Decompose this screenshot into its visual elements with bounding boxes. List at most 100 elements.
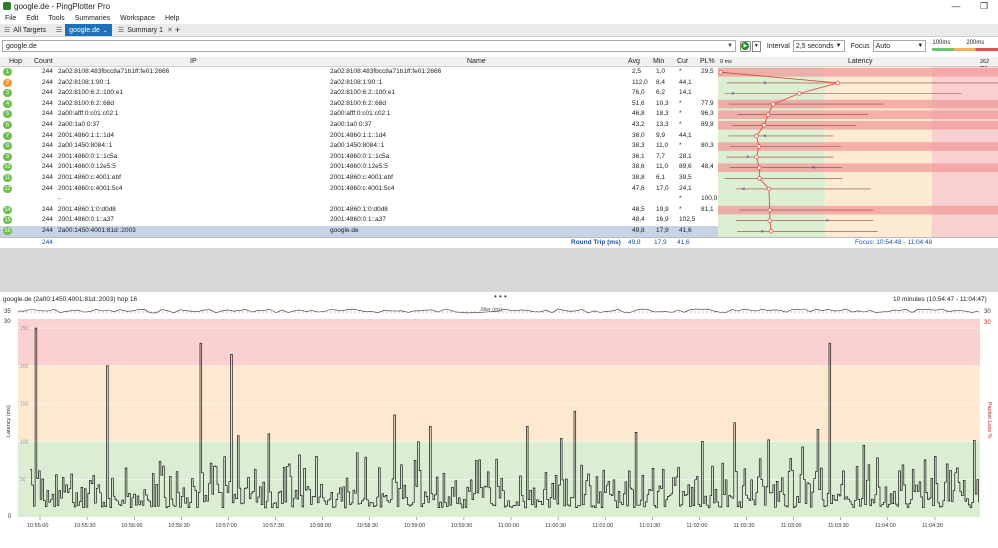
cell-min: 9,9: [656, 131, 666, 139]
cell-name: 2a00:afff:0:c01:c02:1: [330, 110, 391, 118]
interval-select[interactable]: 2,5 seconds ▼: [792, 40, 845, 52]
cell-count: 244: [42, 152, 53, 160]
rt-min: 17,9: [654, 239, 667, 246]
table-row[interactable]: 3 244 2a02:8100:6:2::100:e1 2a02:8100:6:2::…: [0, 88, 998, 99]
current-latency-mark: ×: [812, 166, 816, 172]
cell-cur: 44,1: [679, 131, 692, 139]
cell-pl: 89,8: [701, 121, 714, 128]
trace-grid-header: Hop Count IP Name Avg Min Cur PL% 0 ms L…: [0, 57, 998, 71]
menu-tools[interactable]: Tools: [48, 14, 65, 22]
current-latency-mark: ×: [760, 229, 764, 235]
tab-summary[interactable]: ☰ Summary 1 ✕ +: [114, 24, 184, 36]
chevron-down-icon[interactable]: ⌄: [102, 27, 108, 34]
avg-latency-point: [835, 80, 840, 86]
chevron-down-icon[interactable]: ▼: [727, 43, 733, 49]
cell-count: 244: [42, 99, 53, 107]
menu-edit[interactable]: Edit: [26, 14, 39, 22]
hop-badge: 5: [3, 110, 12, 119]
scale-min: 0 ms: [720, 59, 732, 65]
col-cur[interactable]: Cur: [677, 58, 689, 65]
table-row[interactable]: - * 100,0: [0, 194, 998, 205]
start-trace-button[interactable]: ▶: [739, 40, 751, 52]
splitter-handle[interactable]: • • •: [494, 292, 507, 301]
menu-summaries[interactable]: Summaries: [74, 14, 111, 22]
latency-time-graph: 250 200 150 100 50 30 0 30 Latency (ms) Packet Lo…: [4, 319, 992, 529]
table-row[interactable]: 14 244 2001:4860:1:0:d0d8 2001:4860:1:0:d0d…: [0, 205, 998, 216]
cell-ip: 2a00:1450:8084::1: [58, 142, 113, 150]
col-hop[interactable]: Hop: [9, 58, 22, 65]
menu-workspace[interactable]: Workspace: [120, 14, 155, 22]
table-row[interactable]: 1 244 2a02:8108:483fbcc8a71b1ff:fe01:2666 2…: [0, 67, 998, 78]
cell-cur: 24,1: [679, 184, 692, 192]
cell-min: 17,9: [656, 227, 669, 234]
y-right-top: 30: [984, 320, 991, 326]
tab-all-targets[interactable]: ☰ All Targets: [0, 24, 50, 36]
hop-badge: 8: [3, 142, 12, 151]
table-row[interactable]: 11 244 2001:4860:c:4001:ebf 2001:4860:c:400…: [0, 173, 998, 184]
maximize-button[interactable]: ❐: [979, 0, 989, 11]
table-row[interactable]: 5 244 2a00:afff:0:c01:c02:1 2a00:afff:0:c01…: [0, 109, 998, 120]
trace-options-dropdown[interactable]: ▼: [751, 40, 761, 52]
cell-cur: 44,1: [679, 78, 692, 86]
table-row[interactable]: 7 244 2001:4860:1:1::1d4 2001:4860:1:1::1d4…: [0, 131, 998, 142]
y-left-top: 30: [4, 319, 11, 325]
cell-ip: 2001:4860:1:1::1d4: [58, 131, 115, 139]
chevron-down-icon: ▼: [917, 43, 924, 49]
cell-count: 244: [42, 142, 53, 150]
table-row[interactable]: 9 244 2001:4860:0:1::1c5a 2001:4860:0:1::1c…: [0, 152, 998, 163]
col-pl[interactable]: PL%: [700, 58, 715, 65]
table-row[interactable]: 8 244 2a00:1450:8084::1 2a00:1450:8084::1 38…: [0, 141, 998, 152]
hop-badge: 12: [3, 184, 12, 193]
col-name[interactable]: Name: [467, 58, 486, 65]
col-min[interactable]: Min: [653, 58, 665, 65]
hop-badge: 6: [3, 121, 12, 129]
tab-label: All Targets: [13, 26, 46, 34]
add-tab-button[interactable]: +: [174, 25, 181, 35]
focus-select[interactable]: Auto ▼: [872, 40, 927, 52]
current-latency-mark: ×: [742, 187, 746, 193]
table-row[interactable]: 4 244 2a02:8100:6:2::68d 2a02:8100:6:2::68d…: [0, 99, 998, 110]
avg-latency-point: [766, 186, 772, 192]
minimize-button[interactable]: —: [951, 0, 961, 11]
target-input-value: google.de: [6, 42, 37, 50]
x-tick-label: 11:01:00: [592, 523, 613, 529]
cell-count: 244: [42, 163, 53, 171]
menu-help[interactable]: Help: [164, 14, 180, 22]
col-ip[interactable]: IP: [190, 58, 197, 65]
cell-ip: 2a02:8108:483fbcc8a71b1ff:fe01:2666: [58, 68, 170, 75]
cell-min: 6,2: [656, 89, 666, 97]
close-icon[interactable]: ✕: [167, 27, 173, 34]
table-row[interactable]: 2 244 2a02:8108:1:90::1 2a02:8108:1:90::1 11…: [0, 78, 998, 89]
table-row[interactable]: 16 244 2a00:1450:4001:81d::2003 google.de 49…: [0, 226, 998, 237]
window-title: google.de - PingPlotter Pro: [14, 1, 111, 11]
y-tick-label: 250: [20, 326, 29, 332]
cell-avg: 48,4: [632, 216, 645, 224]
table-row[interactable]: 6 244 2a00:1a0:0:37 2a00:1a0:0:37 43,2 13,3 * 8…: [0, 120, 998, 131]
cell-cur: 102,5: [679, 216, 696, 224]
table-row[interactable]: 12 244 2001:4860:c:4001:5c4 2001:4860:c:400…: [0, 184, 998, 195]
cell-min: 19,9: [656, 205, 669, 213]
cell-ip: 2001:4860:0:1::1c5a: [58, 152, 118, 160]
cell-min: 13,3: [656, 121, 669, 128]
x-tick-label: 10:59:00: [404, 523, 425, 529]
y-tick-label: 50: [20, 477, 26, 483]
col-count[interactable]: Count: [34, 58, 53, 65]
x-tick-label: 11:03:30: [828, 523, 849, 529]
col-latency[interactable]: Latency: [848, 58, 873, 65]
y-tick-label: 100: [20, 439, 29, 445]
target-input[interactable]: google.de ▼: [2, 40, 736, 52]
tab-label: google.de: [69, 26, 100, 34]
table-row[interactable]: 10 244 2001:4860:0:12e5:5 2001:4860:0:12e5:…: [0, 162, 998, 173]
tab-google-de[interactable]: google.de ⌄: [65, 24, 112, 36]
menu-file[interactable]: File: [5, 14, 17, 22]
x-tick-label: 11:02:00: [686, 523, 707, 529]
avg-latency-point: [767, 207, 772, 213]
x-tick-label: 10:58:30: [357, 523, 378, 529]
cell-name: 2a00:1a0:0:37: [330, 121, 372, 128]
x-tick-label: 11:02:30: [734, 523, 755, 529]
cell-avg: 38,3: [632, 142, 645, 150]
cell-count: 244: [42, 174, 53, 181]
cell-avg: 36,1: [632, 152, 645, 160]
table-row[interactable]: 15 244 2001:4860:0:1::a37 2001:4860:0:1::a3…: [0, 215, 998, 226]
col-avg[interactable]: Avg: [628, 58, 640, 65]
